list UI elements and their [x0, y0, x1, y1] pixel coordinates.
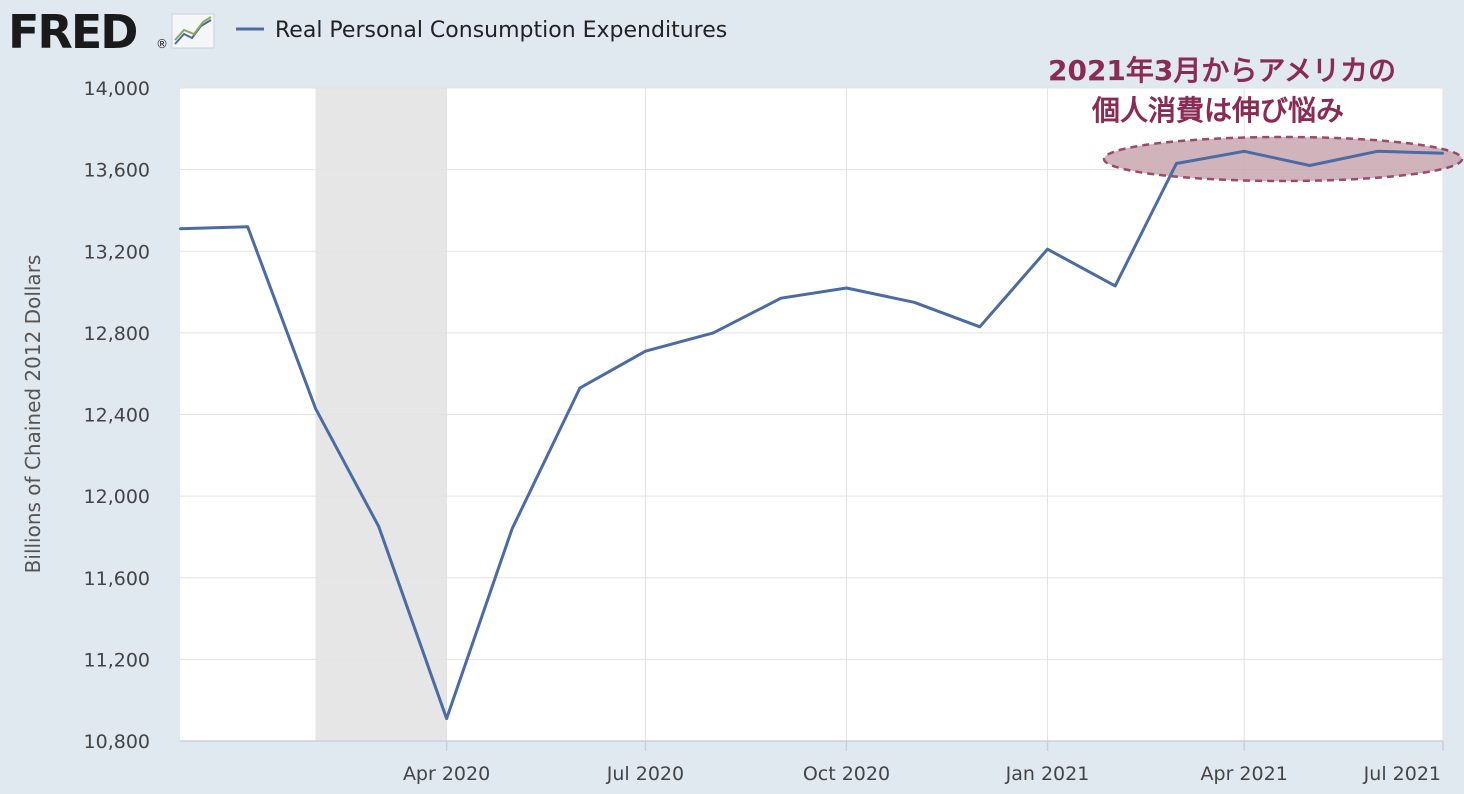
y-tick-label: 14,000 [84, 78, 150, 100]
x-tick-label: Jul 2021 [1363, 763, 1441, 785]
fred-logo[interactable]: FRED ® [8, 5, 168, 59]
annotation-line-1: 2021年3月からアメリカの [1048, 54, 1396, 87]
x-tick-label: Oct 2020 [803, 763, 890, 785]
data-point [779, 296, 783, 300]
x-tick-label: Jan 2021 [1005, 763, 1090, 785]
y-axis-title: Billions of Chained 2012 Dollars [21, 255, 45, 574]
data-point [1114, 284, 1117, 288]
legend: Real Personal Consumption Expenditures [236, 18, 727, 43]
x-tick-label: Apr 2020 [403, 763, 490, 785]
legend-label: Real Personal Consumption Expenditures [275, 18, 727, 43]
data-point [1376, 150, 1379, 153]
y-tick-label: 11,200 [84, 649, 150, 671]
data-point [711, 331, 715, 335]
data-point [1242, 150, 1246, 153]
data-point [913, 301, 916, 304]
data-point [1046, 248, 1049, 251]
data-point [578, 386, 582, 390]
series-line [179, 149, 1444, 721]
fred-logo-text: FRED [8, 5, 136, 59]
data-point [978, 325, 981, 328]
line-chart-icon [171, 13, 215, 49]
y-tick-label: 13,200 [84, 241, 150, 263]
data-point [178, 227, 182, 231]
data-point [445, 717, 448, 720]
x-tick-label: Apr 2021 [1201, 763, 1288, 785]
data-point [246, 225, 249, 228]
annotation-line-2: 個人消費は伸び悩み [1091, 94, 1344, 127]
data-point [314, 407, 317, 410]
x-axis: Apr 2020 Jul 2020 Oct 2020 Jan 2021 Apr 2021… [180, 740, 1444, 785]
data-point [845, 286, 848, 290]
y-tick-label: 13,600 [84, 160, 150, 182]
y-tick-label: 12,000 [84, 486, 150, 508]
registered-mark: ® [156, 37, 168, 51]
y-tick-label: 10,800 [84, 731, 150, 753]
data-point [644, 350, 647, 353]
gridlines [180, 87, 1444, 742]
y-axis: 10,800 11,200 11,600 12,000 12,400 12,800 13,2… [84, 78, 150, 753]
y-tick-label: 12,800 [84, 323, 150, 345]
y-tick-label: 11,600 [84, 568, 150, 590]
data-point [510, 527, 514, 530]
y-tick-label: 12,400 [84, 405, 150, 427]
series-group [178, 149, 1445, 721]
data-point [377, 525, 381, 528]
data-point [1175, 162, 1178, 165]
x-tick-label: Jul 2020 [606, 763, 684, 785]
data-point [1441, 152, 1445, 155]
data-point [1308, 164, 1311, 167]
